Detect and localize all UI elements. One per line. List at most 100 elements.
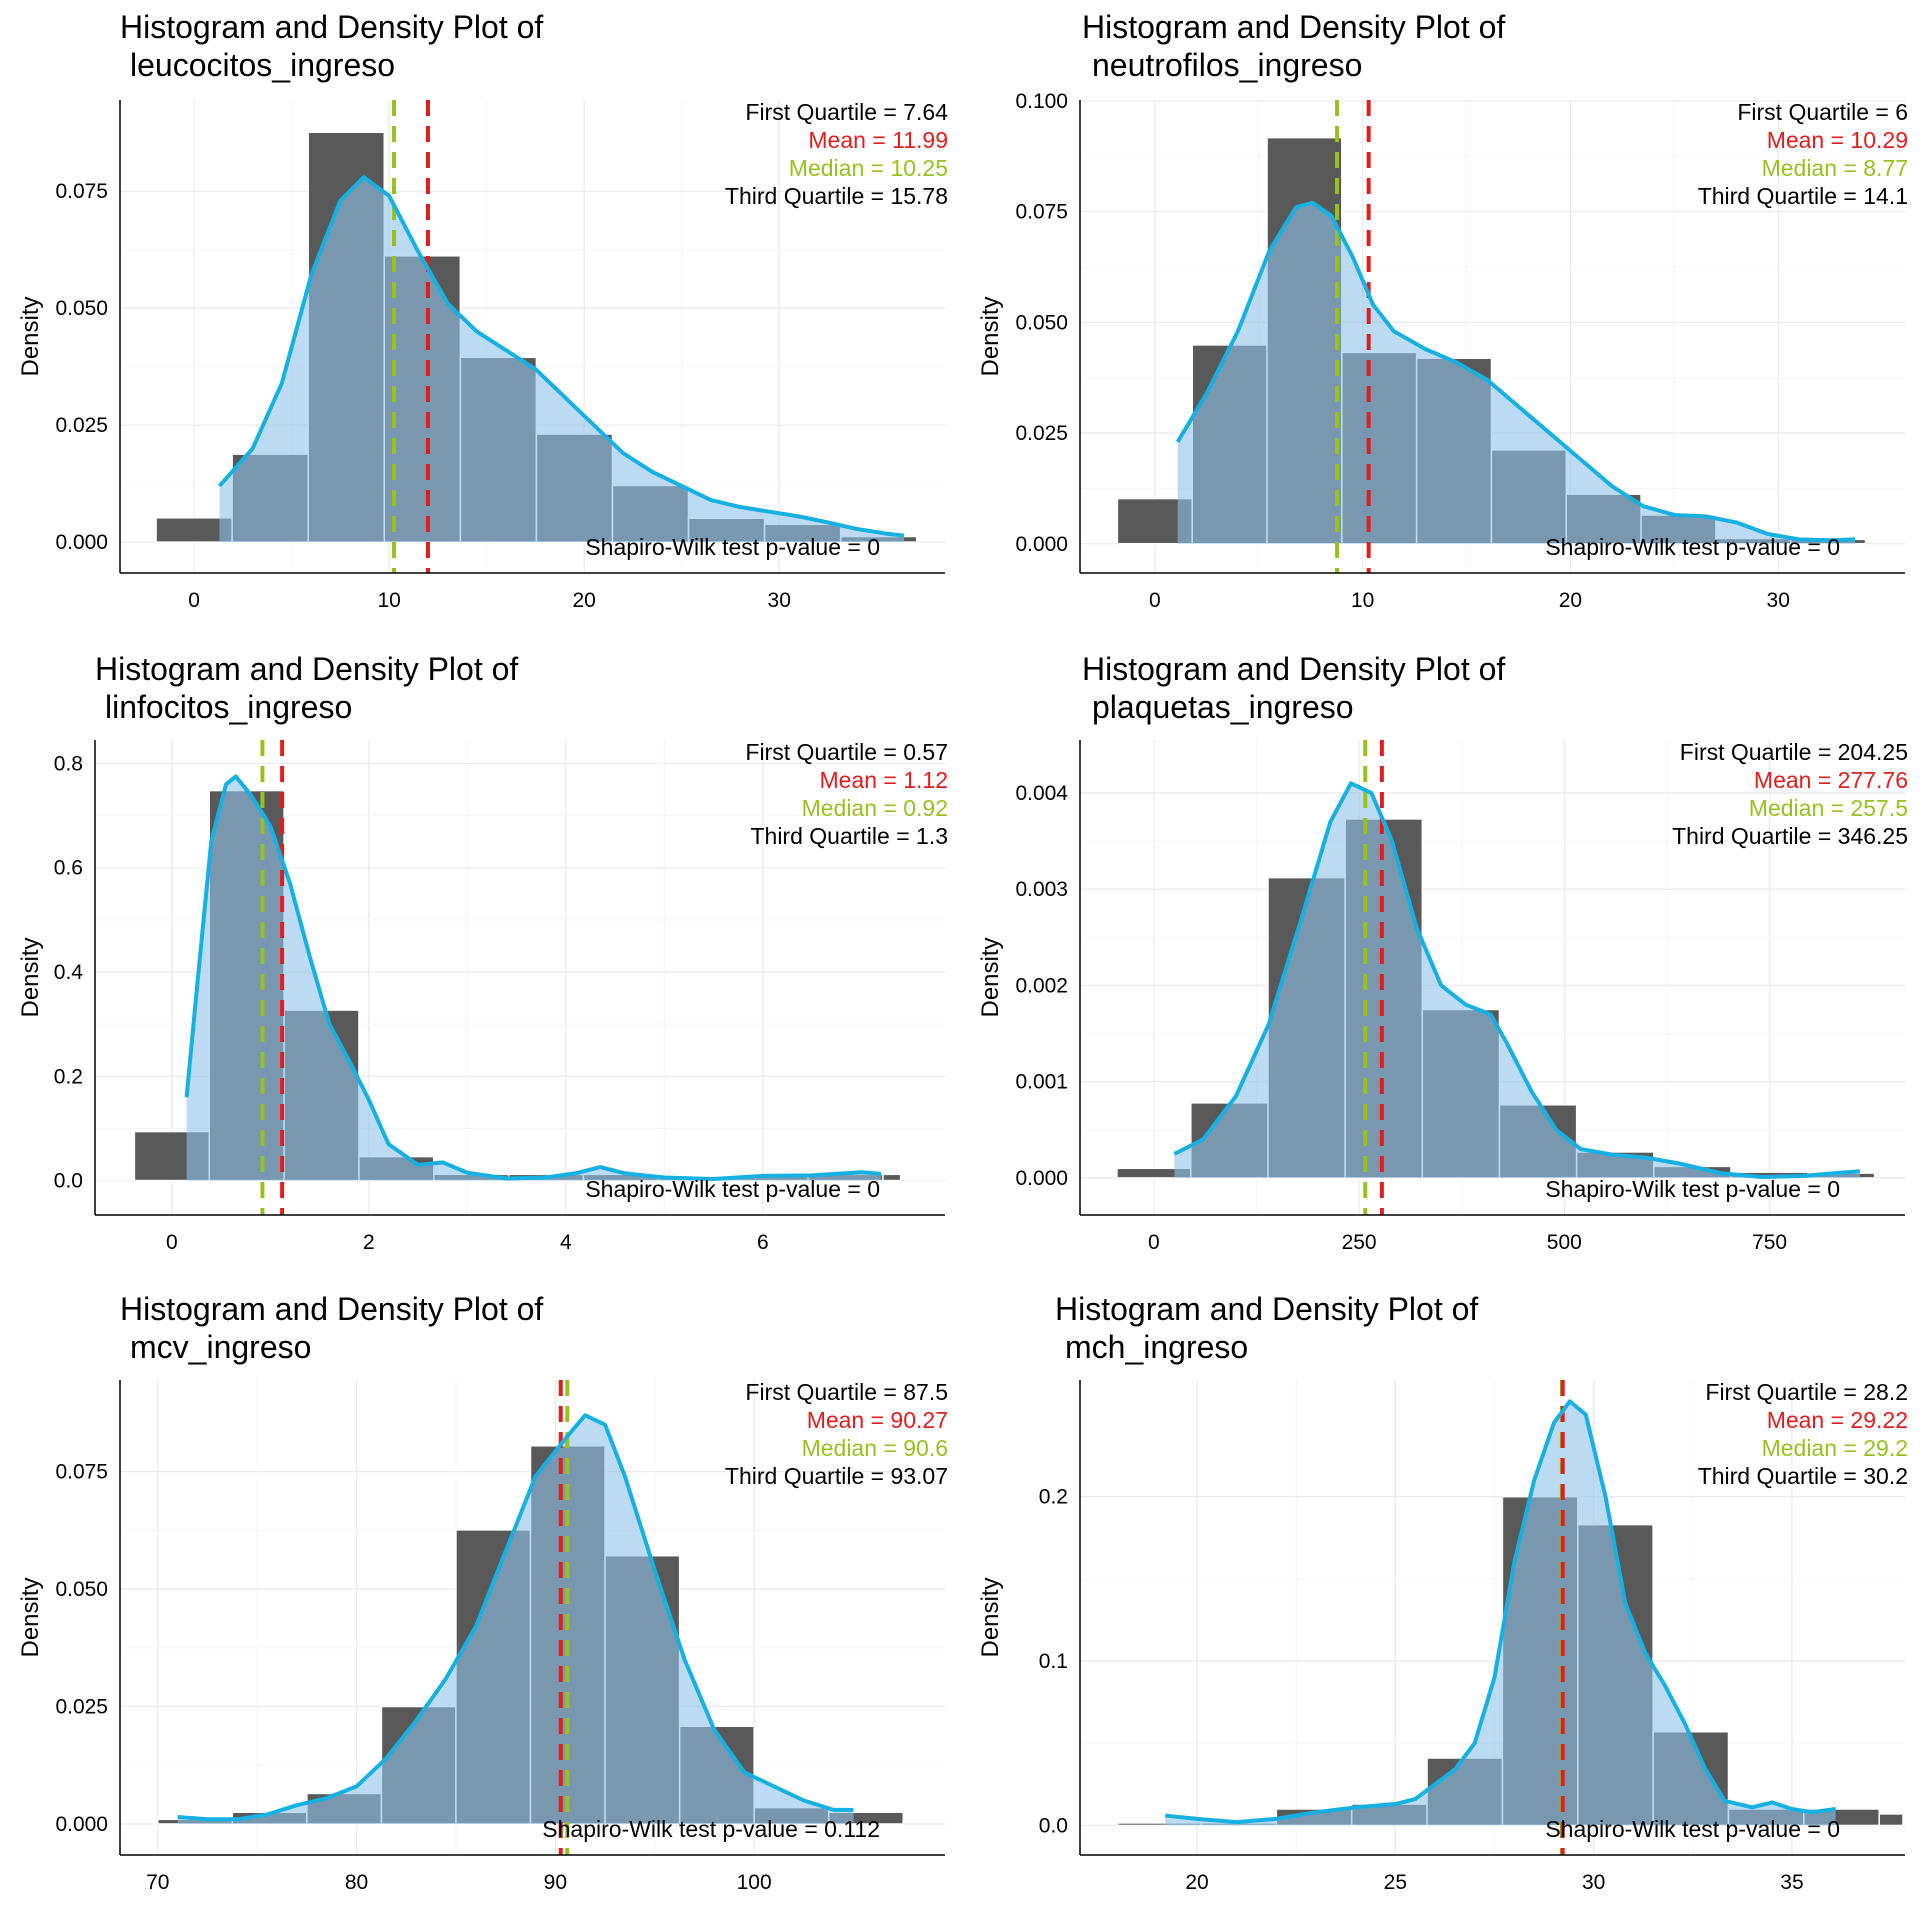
chart-title-variable: linfocitos_ingreso [105, 689, 352, 725]
density-curve [217, 175, 905, 538]
x-tick-label: 10 [1351, 589, 1374, 612]
y-tick-label: 0.075 [1015, 201, 1068, 224]
chart-svg: 0 2 4 6 0.0 0.2 0.4 0.6 0.8 Density Histogram and … [17, 651, 948, 1254]
chart-title: Histogram and Density Plot of [120, 1291, 543, 1327]
histogram-bar [882, 1173, 902, 1182]
median-label: Median = 8.77 [1762, 155, 1908, 181]
y-tick-label: 0.1 [1039, 1650, 1068, 1673]
x-tick-label: 0 [1148, 1231, 1160, 1254]
density-area [186, 776, 881, 1181]
chart-panel-5: 70 80 90 100 0.000 0.025 0.050 0.075 Density Hist… [0, 1280, 960, 1920]
density-area [1177, 202, 1856, 544]
x-tick-label: 30 [1582, 1871, 1605, 1894]
density-area [177, 1415, 854, 1824]
first-quartile-label: First Quartile = 28.2 [1705, 1379, 1908, 1405]
plot-area [155, 100, 918, 573]
y-tick-label: 0.050 [55, 1578, 108, 1601]
chart-svg: 0 250 500 750 0.000 0.001 0.002 0.003 0.004 Densi… [977, 651, 1908, 1254]
chart-title-variable: mcv_ingreso [130, 1329, 311, 1365]
x-tick-label: 10 [377, 589, 400, 612]
shapiro-label: Shapiro-Wilk test p-value = 0 [1545, 534, 1840, 560]
x-tick-label: 4 [560, 1231, 572, 1254]
chart-title: Histogram and Density Plot of [120, 9, 543, 45]
y-tick-label: 0.050 [1015, 311, 1068, 334]
y-tick-label: 0.002 [1015, 974, 1068, 997]
median-label: Median = 90.6 [802, 1435, 948, 1461]
x-tick-label: 30 [768, 589, 791, 612]
x-tick-label: 0 [1149, 589, 1161, 612]
y-tick-label: 0.000 [1015, 533, 1068, 556]
y-tick-label: 0.001 [1015, 1071, 1068, 1094]
chart-title: Histogram and Density Plot of [95, 651, 518, 687]
density-area [219, 177, 905, 543]
x-tick-label: 0 [166, 1231, 178, 1254]
x-tick-label: 0 [188, 589, 200, 612]
density-curve [184, 774, 882, 1182]
histogram-bar [1878, 1813, 1904, 1827]
x-tick-label: 80 [345, 1871, 368, 1894]
third-quartile-label: Third Quartile = 346.25 [1672, 823, 1908, 849]
shapiro-label: Shapiro-Wilk test p-value = 0.112 [542, 1816, 880, 1842]
y-tick-label: 0.025 [55, 414, 108, 437]
y-tick-label: 0.025 [1015, 422, 1068, 445]
plot-area [157, 1380, 905, 1855]
chart-svg: 0 10 20 30 0.000 0.025 0.050 0.075 Density Histog… [17, 9, 948, 612]
x-tick-label: 2 [363, 1231, 375, 1254]
density-curve [1175, 200, 1856, 543]
median-label: Median = 257.5 [1749, 795, 1908, 821]
y-tick-label: 0.050 [55, 297, 108, 320]
x-tick-label: 35 [1780, 1871, 1803, 1894]
first-quartile-label: First Quartile = 6 [1737, 99, 1908, 125]
x-tick-label: 20 [573, 589, 596, 612]
y-tick-label: 0.004 [1015, 782, 1068, 805]
y-tick-label: 0.0 [54, 1170, 83, 1193]
mean-label: Mean = 277.76 [1754, 767, 1908, 793]
chart-panel-2: 0 10 20 30 0.000 0.025 0.050 0.075 0.100 Density H… [960, 0, 1920, 640]
x-tick-label: 6 [757, 1231, 769, 1254]
y-tick-label: 0.2 [54, 1065, 83, 1088]
median-label: Median = 0.92 [802, 795, 948, 821]
mean-label: Mean = 1.12 [819, 767, 948, 793]
third-quartile-label: Third Quartile = 30.2 [1698, 1463, 1908, 1489]
x-tick-label: 500 [1547, 1231, 1582, 1254]
density-curve [1173, 781, 1861, 1179]
first-quartile-label: First Quartile = 204.25 [1680, 739, 1908, 765]
third-quartile-label: Third Quartile = 15.78 [725, 183, 948, 209]
chart-svg: 70 80 90 100 0.000 0.025 0.050 0.075 Density Hist… [17, 1291, 948, 1894]
y-axis-label: Density [977, 1577, 1004, 1657]
chart-title-variable: neutrofilos_ingreso [1092, 47, 1362, 83]
y-tick-label: 0.000 [1015, 1167, 1068, 1190]
x-tick-label: 750 [1752, 1231, 1787, 1254]
y-tick-label: 0.8 [54, 752, 83, 775]
x-tick-label: 250 [1342, 1231, 1377, 1254]
x-tick-label: 20 [1185, 1871, 1208, 1894]
y-axis-label: Density [17, 937, 44, 1017]
shapiro-label: Shapiro-Wilk test p-value = 0 [1545, 1176, 1840, 1202]
x-tick-label: 30 [1767, 589, 1790, 612]
x-tick-label: 20 [1559, 589, 1582, 612]
third-quartile-label: Third Quartile = 14.1 [1698, 183, 1908, 209]
plot-area [133, 740, 902, 1215]
y-tick-label: 0.2 [1039, 1486, 1068, 1509]
mean-label: Mean = 11.99 [808, 127, 948, 153]
y-tick-label: 0.075 [55, 180, 108, 203]
chart-svg: 0 10 20 30 0.000 0.025 0.050 0.075 0.100 Density H… [977, 9, 1908, 612]
mean-label: Mean = 10.29 [1767, 127, 1908, 153]
chart-title-variable: leucocitos_ingreso [130, 47, 395, 83]
y-tick-label: 0.000 [55, 531, 108, 554]
shapiro-label: Shapiro-Wilk test p-value = 0 [585, 534, 880, 560]
chart-title: Histogram and Density Plot of [1055, 1291, 1478, 1327]
mean-label: Mean = 90.27 [807, 1407, 948, 1433]
y-tick-label: 0.000 [55, 1813, 108, 1836]
y-axis-label: Density [977, 296, 1004, 376]
third-quartile-label: Third Quartile = 93.07 [725, 1463, 948, 1489]
chart-title-variable: plaquetas_ingreso [1092, 689, 1354, 725]
first-quartile-label: First Quartile = 0.57 [745, 739, 948, 765]
chart-panel-6: 20 25 30 35 0.0 0.1 0.2 Density Histogram and De… [960, 1280, 1920, 1920]
y-tick-label: 0.100 [1015, 90, 1068, 113]
chart-panel-1: 0 10 20 30 0.000 0.025 0.050 0.075 Density Histog… [0, 0, 960, 640]
mean-label: Mean = 29.22 [1767, 1407, 1908, 1433]
x-tick-label: 70 [146, 1871, 169, 1894]
plot-area [1116, 1380, 1904, 1855]
median-label: Median = 10.25 [789, 155, 948, 181]
